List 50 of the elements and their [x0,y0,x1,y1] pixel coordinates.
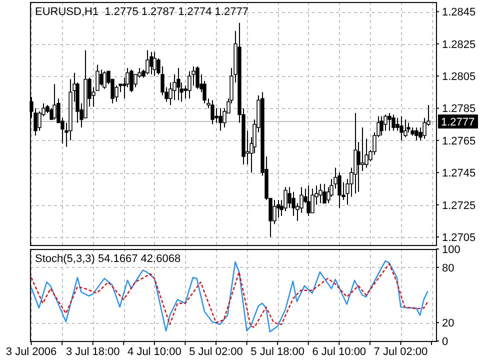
candlestick [414,127,418,141]
y-tick-label: 100 [442,244,460,256]
candlestick [310,188,314,214]
candlestick [210,100,214,125]
candlestick [406,122,410,133]
candlestick [214,108,218,124]
y-tick-label: 1.2805 [442,71,476,84]
x-tick-label: 3 Jul 2006 [6,346,57,358]
candlestick [388,112,392,132]
candlestick [292,191,296,217]
candlestick [380,116,384,136]
candlestick [272,199,276,225]
x-tick-label: 3 Jul 18:00 [66,346,120,358]
x-tick-label: 5 Jul 02:00 [189,346,243,358]
candlestick [196,66,200,90]
candlestick [146,50,150,75]
y-tick-label: 20 [442,318,454,330]
candlestick [400,116,404,141]
candlestick [102,70,106,90]
y-tick-label: 1.2825 [442,38,476,51]
chart-title: EURUSD,H1 1.2775 1.2787 1.2774 1.2777 [35,6,248,18]
x-tick-label: 7 Jul 02:00 [374,346,428,358]
ref-line-label: 1.2777 [441,116,475,128]
candlestick [284,186,288,212]
candlestick [52,84,56,120]
y-tick-label: 1.2765 [442,135,476,148]
x-tick-label: 5 Jul 18:00 [250,346,304,358]
candlestick [392,114,396,132]
candlestick [322,183,326,204]
candlestick [130,69,134,93]
candlestick [176,67,180,101]
candlestick [384,114,388,132]
x-tick-label: 6 Jul 10:00 [312,346,366,358]
candlestick [318,183,322,204]
y-tick-label: 1.2745 [442,168,476,180]
candlestick [360,127,364,172]
candlestick [188,70,192,100]
y-tick-label: 1.2725 [442,200,476,212]
y-tick-label: 0 [442,336,448,348]
candlestick [218,108,222,132]
y-tick-label: 80 [442,262,454,274]
candlestick [338,172,342,208]
y-tick-label: 1.2705 [442,232,476,244]
y-tick-label: 1.2785 [442,103,476,116]
candlestick [306,184,310,217]
candlestick [404,118,408,138]
candlestick [152,51,156,77]
x-tick-label: 4 Jul 10:00 [128,346,182,358]
y-tick-label: 1.2845 [442,6,476,19]
chart-title: Stoch(5,3,3) 54.1667 42.6068 [35,253,181,265]
